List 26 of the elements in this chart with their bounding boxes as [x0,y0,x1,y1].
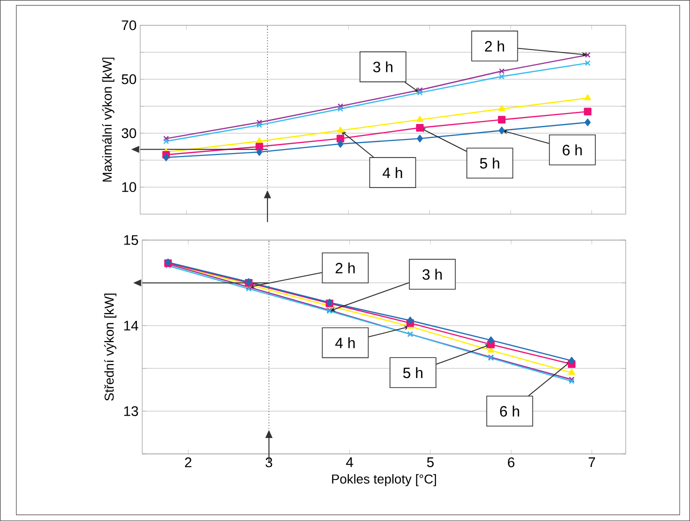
series-label: 3 h [373,61,392,72]
text: 4 h [382,167,402,178]
x-tick-label: 4 [346,457,354,467]
text: 2 h [336,262,355,274]
y-tick-label: 15 [124,235,138,245]
y-tick-label: 10 [122,182,136,192]
x-tick-label: 2 [185,457,192,468]
y-tick-label: 70 [122,20,136,30]
x-tick-label: 6 [508,457,514,468]
y-tick-label: 30 [122,128,136,138]
x-tick-label: 5 [427,457,434,468]
y-axis-title: Střední výkon [kW] [104,294,116,401]
y-tick-label: 14 [124,320,138,330]
x-axis-title: Pokles teploty [°C] [332,474,436,486]
text: 6 h [500,406,520,417]
y-tick-label: 13 [124,406,138,416]
text: 5 h [480,158,500,169]
y-axis-title: Maximální výkon [kW] [102,58,114,182]
text: 3 h [422,268,442,280]
series-label: 4 h [335,337,355,348]
y-tick-label: 50 [122,74,136,84]
series-label: 6 h [562,144,582,156]
x-tick-label: 3 [266,457,272,468]
x-tick-label: 7 [588,457,596,467]
text: 5 h [403,367,422,378]
series-label: 2 h [485,40,504,52]
